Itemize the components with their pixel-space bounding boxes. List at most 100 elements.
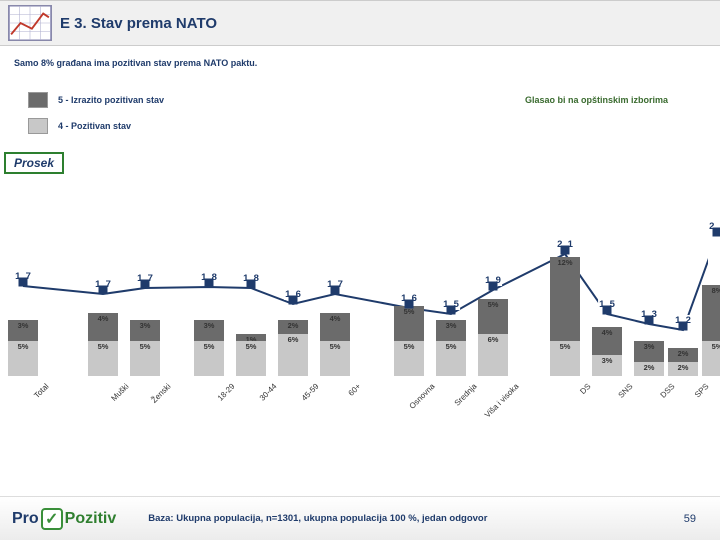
legend: 5 - Izrazito pozitivan stav Glasao bi na… bbox=[0, 76, 720, 134]
prosek-marker bbox=[679, 322, 688, 331]
bar-segment-4: 5% bbox=[194, 341, 224, 376]
bar-segment-4-label: 2% bbox=[634, 363, 664, 372]
bar-group: 4%5%1, 7Muški bbox=[88, 313, 118, 376]
bar-segment-4-label: 2% bbox=[668, 363, 698, 372]
prosek-marker bbox=[205, 279, 214, 288]
prosek-marker bbox=[99, 286, 108, 295]
slide-footer: Pro ✓ Pozitiv Baza: Ukupna populacija, n… bbox=[0, 496, 720, 540]
swatch-5 bbox=[28, 92, 48, 108]
bar-segment-5-label: 3% bbox=[130, 321, 160, 330]
bar-segment-4-label: 5% bbox=[436, 342, 466, 351]
prosek-marker bbox=[331, 286, 340, 295]
bar-segment-5: 5% bbox=[478, 299, 508, 334]
legend-label-4: 4 - Pozitivan stav bbox=[58, 121, 131, 131]
bar-segment-4: 2% bbox=[634, 362, 664, 376]
bar-segment-4: 5% bbox=[394, 341, 424, 376]
footer-base-text: Baza: Ukupna populacija, n=1301, ukupna … bbox=[148, 513, 487, 524]
x-axis-label: Total bbox=[2, 382, 51, 431]
bar-group: 8%5%2, 5LDP bbox=[702, 285, 720, 376]
bar-group: 3%2%1, 3DSS bbox=[634, 341, 664, 376]
bar-segment-4: 5% bbox=[130, 341, 160, 376]
bar-segment-5: 4% bbox=[88, 313, 118, 341]
bar-segment-4-label: 5% bbox=[550, 342, 580, 351]
bar-segment-4-label: 5% bbox=[8, 342, 38, 351]
bar-segment-5-label: 4% bbox=[320, 314, 350, 323]
bar-segment-5-label: 8% bbox=[702, 286, 720, 295]
bar-segment-5-label: 2% bbox=[668, 349, 698, 358]
bar-group: 4%5%1, 760+ bbox=[320, 313, 350, 376]
x-axis-label: 60+ bbox=[314, 382, 363, 431]
slide-subtitle: Samo 8% građana ima pozitivan stav prema… bbox=[0, 46, 720, 76]
bar-segment-5: 4% bbox=[592, 327, 622, 355]
prosek-marker bbox=[141, 280, 150, 289]
bar-group: 5%5%1, 6Osnovna bbox=[394, 306, 424, 376]
bar-group: 4%3%1, 5SNS bbox=[592, 327, 622, 376]
bar-segment-4-label: 5% bbox=[194, 342, 224, 351]
footer-logo: Pro ✓ Pozitiv bbox=[12, 508, 116, 530]
x-axis-label: Ženski bbox=[124, 382, 173, 431]
prosek-marker bbox=[561, 246, 570, 255]
bar-segment-4: 5% bbox=[8, 341, 38, 376]
bar-segment-5-label: 4% bbox=[592, 328, 622, 337]
legend-item-4: 4 - Pozitivan stav bbox=[28, 118, 692, 134]
bar-segment-4: 2% bbox=[668, 362, 698, 376]
bar-group: 2%2%1, 2SPS bbox=[668, 348, 698, 376]
bar-segment-4-label: 5% bbox=[236, 342, 266, 351]
prosek-marker bbox=[713, 228, 720, 237]
bar-segment-5: 1% bbox=[236, 334, 266, 341]
bar-segment-5-label: 3% bbox=[634, 342, 664, 351]
bar-segment-5-label: 3% bbox=[436, 321, 466, 330]
prosek-marker bbox=[289, 296, 298, 305]
bar-group: 1%5%1, 830-44 bbox=[236, 334, 266, 376]
bar-segment-5: 3% bbox=[194, 320, 224, 341]
prosek-marker bbox=[19, 278, 28, 287]
bar-segment-4: 5% bbox=[236, 341, 266, 376]
prosek-marker bbox=[405, 300, 414, 309]
bar-segment-4: 5% bbox=[702, 341, 720, 376]
bar-segment-4-label: 5% bbox=[88, 342, 118, 351]
bar-segment-5: 2% bbox=[668, 348, 698, 362]
bar-segment-5: 4% bbox=[320, 313, 350, 341]
bar-segment-4: 5% bbox=[320, 341, 350, 376]
bar-segment-5: 8% bbox=[702, 285, 720, 341]
bar-segment-4-label: 5% bbox=[320, 342, 350, 351]
swatch-4 bbox=[28, 118, 48, 134]
bar-group: 12%5%2, 1DS bbox=[550, 257, 580, 376]
bar-segment-5-label: 2% bbox=[278, 321, 308, 330]
bar-group: 3%5%1, 7Ženski bbox=[130, 320, 160, 376]
slide-header: E 3. Stav prema NATO bbox=[0, 0, 720, 46]
slide-title: E 3. Stav prema NATO bbox=[60, 15, 217, 32]
prosek-marker bbox=[603, 306, 612, 315]
bar-segment-5: 12% bbox=[550, 257, 580, 341]
bar-segment-4-label: 5% bbox=[394, 342, 424, 351]
logo-check-icon: ✓ bbox=[41, 508, 63, 530]
bar-segment-4: 6% bbox=[478, 334, 508, 376]
bar-segment-4: 3% bbox=[592, 355, 622, 376]
bar-segment-5-label: 5% bbox=[478, 300, 508, 309]
prosek-label: Prosek bbox=[4, 152, 64, 174]
bar-group: 3%5%1, 818-29 bbox=[194, 320, 224, 376]
prosek-marker bbox=[645, 316, 654, 325]
bar-segment-5: 3% bbox=[436, 320, 466, 341]
bar-segment-5-label: 3% bbox=[194, 321, 224, 330]
prosek-marker bbox=[489, 282, 498, 291]
bar-segment-4-label: 6% bbox=[478, 335, 508, 344]
bar-segment-4: 5% bbox=[88, 341, 118, 376]
bar-segment-4-label: 6% bbox=[278, 335, 308, 344]
bar-segment-5-label: 3% bbox=[8, 321, 38, 330]
bar-group: 3%5%1, 7Total bbox=[8, 320, 38, 376]
prosek-marker bbox=[247, 280, 256, 289]
page-number: 59 bbox=[684, 513, 708, 525]
bar-segment-5: 3% bbox=[130, 320, 160, 341]
prosek-marker bbox=[447, 306, 456, 315]
bar-segment-5: 3% bbox=[634, 341, 664, 362]
bar-segment-5: 5% bbox=[394, 306, 424, 341]
legend-item-5: 5 - Izrazito pozitivan stav Glasao bi na… bbox=[28, 92, 692, 108]
bar-group: 5%6%1, 9Viša i visoka bbox=[478, 299, 508, 376]
bar-chart: 3%5%1, 7Total4%5%1, 7Muški3%5%1, 7Ženski… bbox=[8, 186, 708, 376]
bar-segment-4-label: 5% bbox=[130, 342, 160, 351]
bar-group: 3%5%1, 5Srednja bbox=[436, 320, 466, 376]
x-axis-label: Viša i visoka bbox=[472, 382, 521, 431]
bar-segment-4: 5% bbox=[436, 341, 466, 376]
bar-segment-5: 2% bbox=[278, 320, 308, 334]
